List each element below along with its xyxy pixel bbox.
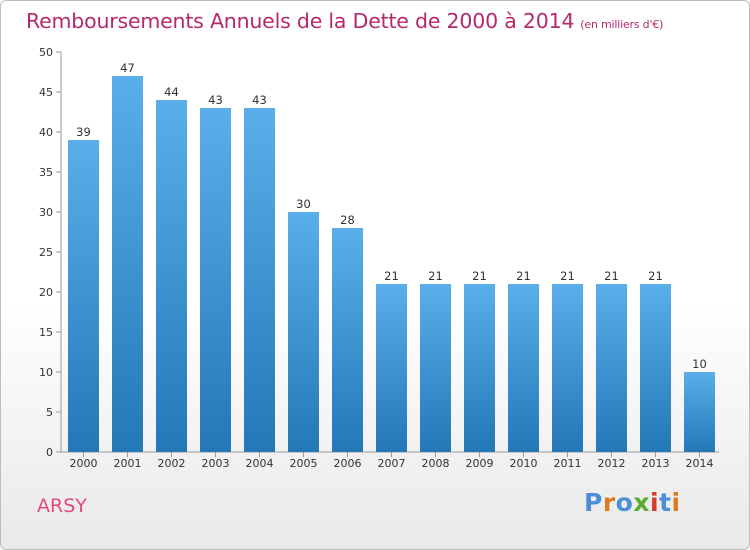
bar-value-label: 21 [648, 269, 663, 283]
bar-value-label: 39 [76, 125, 91, 139]
y-tick-label: 45 [39, 86, 53, 99]
x-tick-label: 2009 [466, 457, 494, 470]
chart-axes: 0 5 10 15 20 25 30 35 40 45 50 2000 2001 2002 2003 2004… [39, 46, 719, 470]
y-tick-label: 20 [39, 286, 53, 299]
x-tick-label: 2014 [686, 457, 714, 470]
bar-value-label: 21 [560, 269, 575, 283]
x-tick-label: 2004 [246, 457, 274, 470]
bar-2003 [200, 108, 231, 452]
bar-2010 [508, 284, 539, 452]
logo-letter: o [615, 488, 634, 517]
bar-2001 [112, 76, 143, 452]
x-tick-label: 2000 [70, 457, 98, 470]
bar-value-label: 21 [516, 269, 531, 283]
x-tick-label: 2001 [114, 457, 142, 470]
logo-letter: t [659, 488, 672, 517]
bar-2004 [244, 108, 275, 452]
bar-value-label: 21 [604, 269, 619, 283]
chart-data-labels: 39 47 44 43 43 30 28 21 21 21 21 21 21 21 10 [76, 61, 707, 371]
bar-2013 [640, 284, 671, 452]
y-tick-label: 25 [39, 246, 53, 259]
bar-2009 [464, 284, 495, 452]
bar-value-label: 47 [120, 61, 135, 75]
y-tick-label: 40 [39, 126, 53, 139]
logo-letter: i [671, 488, 681, 517]
y-tick-label: 35 [39, 166, 53, 179]
bar-2006 [332, 228, 363, 452]
bar-2000 [68, 140, 99, 452]
y-tick-label: 0 [46, 446, 53, 459]
logo-letter: r [602, 488, 616, 517]
bar-2002 [156, 100, 187, 452]
bar-value-label: 21 [384, 269, 399, 283]
x-tick-label: 2006 [334, 457, 362, 470]
x-tick-label: 2010 [510, 457, 538, 470]
bar-value-label: 10 [692, 357, 707, 371]
x-tick-label: 2003 [202, 457, 230, 470]
bar-2014 [684, 372, 715, 452]
bar-value-label: 30 [296, 197, 311, 211]
commune-name: ARSY [37, 495, 87, 517]
bar-value-label: 21 [428, 269, 443, 283]
bar-value-label: 44 [164, 85, 179, 99]
y-tick-label: 10 [39, 366, 53, 379]
bar-value-label: 21 [472, 269, 487, 283]
x-tick-label: 2013 [642, 457, 670, 470]
x-tick-label: 2002 [158, 457, 186, 470]
bar-2005 [288, 212, 319, 452]
x-tick-label: 2008 [422, 457, 450, 470]
y-tick-label: 30 [39, 206, 53, 219]
bar-value-label: 28 [340, 213, 355, 227]
chart-subtitle: (en milliers d'€) [580, 18, 664, 31]
logo-letter: i [650, 488, 660, 517]
y-tick-label: 15 [39, 326, 53, 339]
logo-letter: P [584, 488, 603, 517]
chart-bars [68, 76, 715, 452]
chart-title: Remboursements Annuels de la Dette de 20… [26, 9, 663, 33]
bar-value-label: 43 [252, 93, 267, 107]
x-tick-label: 2011 [554, 457, 582, 470]
bar-2007 [376, 284, 407, 452]
proxiti-logo[interactable]: Proxiti [584, 488, 681, 517]
logo-letter: x [633, 488, 650, 517]
bar-value-label: 43 [208, 93, 223, 107]
x-tick-label: 2007 [378, 457, 406, 470]
y-tick-label: 50 [39, 46, 53, 59]
x-tick-label: 2012 [598, 457, 626, 470]
bar-2012 [596, 284, 627, 452]
bar-2008 [420, 284, 451, 452]
x-tick-label: 2005 [290, 457, 318, 470]
y-tick-label: 5 [46, 406, 53, 419]
bar-2011 [552, 284, 583, 452]
chart-title-text: Remboursements Annuels de la Dette de 20… [26, 9, 575, 33]
